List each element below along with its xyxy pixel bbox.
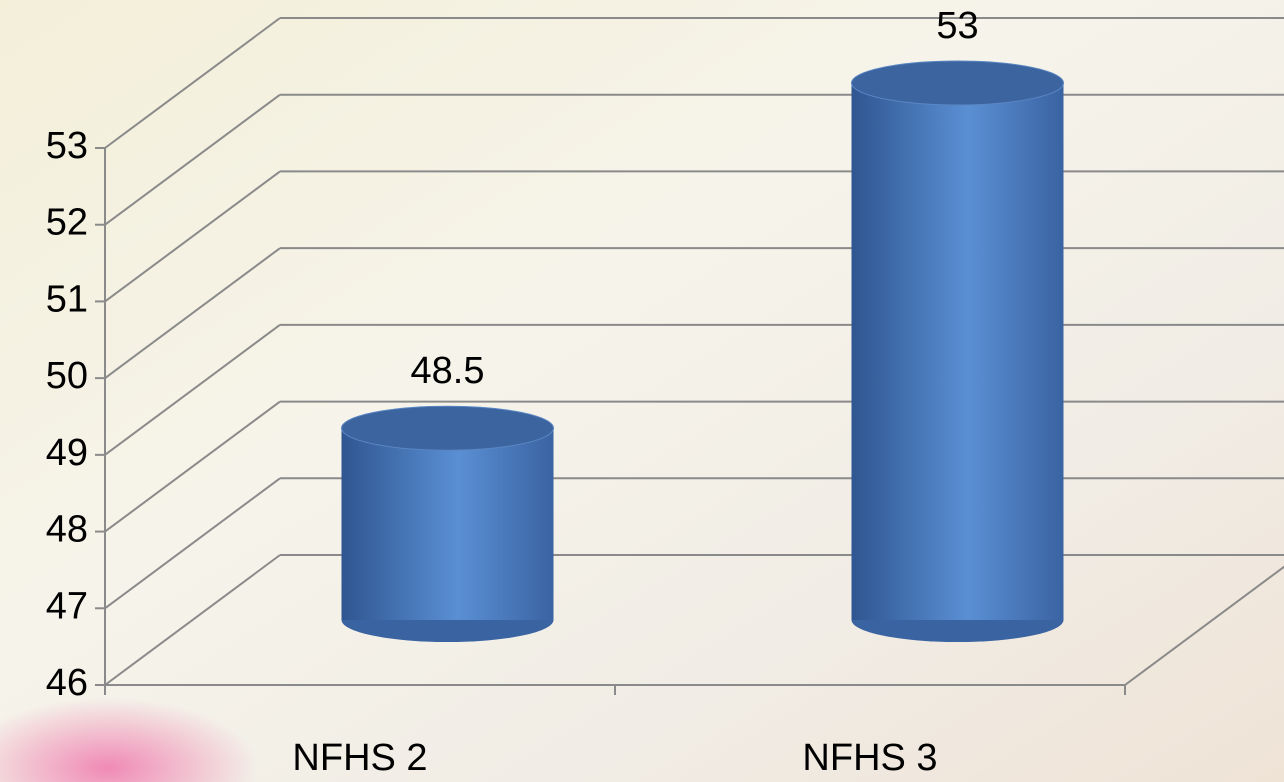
grid-line — [104, 93, 281, 226]
y-tick-label: 47 — [46, 585, 88, 627]
y-tick-label: 51 — [46, 278, 88, 320]
x-tick-label: NFHS 2 — [292, 737, 427, 779]
x-tick-label: NFHS 3 — [802, 737, 937, 779]
grid-line — [104, 247, 281, 379]
grid-line — [104, 400, 281, 533]
y-tick-label: 52 — [46, 202, 88, 244]
grid-line — [104, 554, 281, 686]
bar-top — [341, 405, 554, 451]
grid-line — [104, 170, 281, 303]
value-label: 48.5 — [411, 350, 485, 392]
bar — [851, 60, 1064, 642]
value-label: 53 — [936, 5, 978, 47]
bar — [341, 405, 554, 642]
grid-line — [104, 477, 281, 610]
bar-body — [341, 428, 554, 620]
grid-line — [104, 324, 281, 456]
bar-top — [851, 60, 1064, 106]
y-tick-label: 50 — [46, 355, 88, 397]
floor-edge — [1124, 565, 1284, 686]
bar-body — [851, 83, 1064, 620]
y-tick-label: 49 — [46, 432, 88, 474]
y-tick-label: 53 — [46, 125, 88, 167]
grid-line — [104, 17, 281, 149]
y-tick-label: 48 — [46, 509, 88, 551]
y-tick-label: 46 — [46, 662, 88, 704]
